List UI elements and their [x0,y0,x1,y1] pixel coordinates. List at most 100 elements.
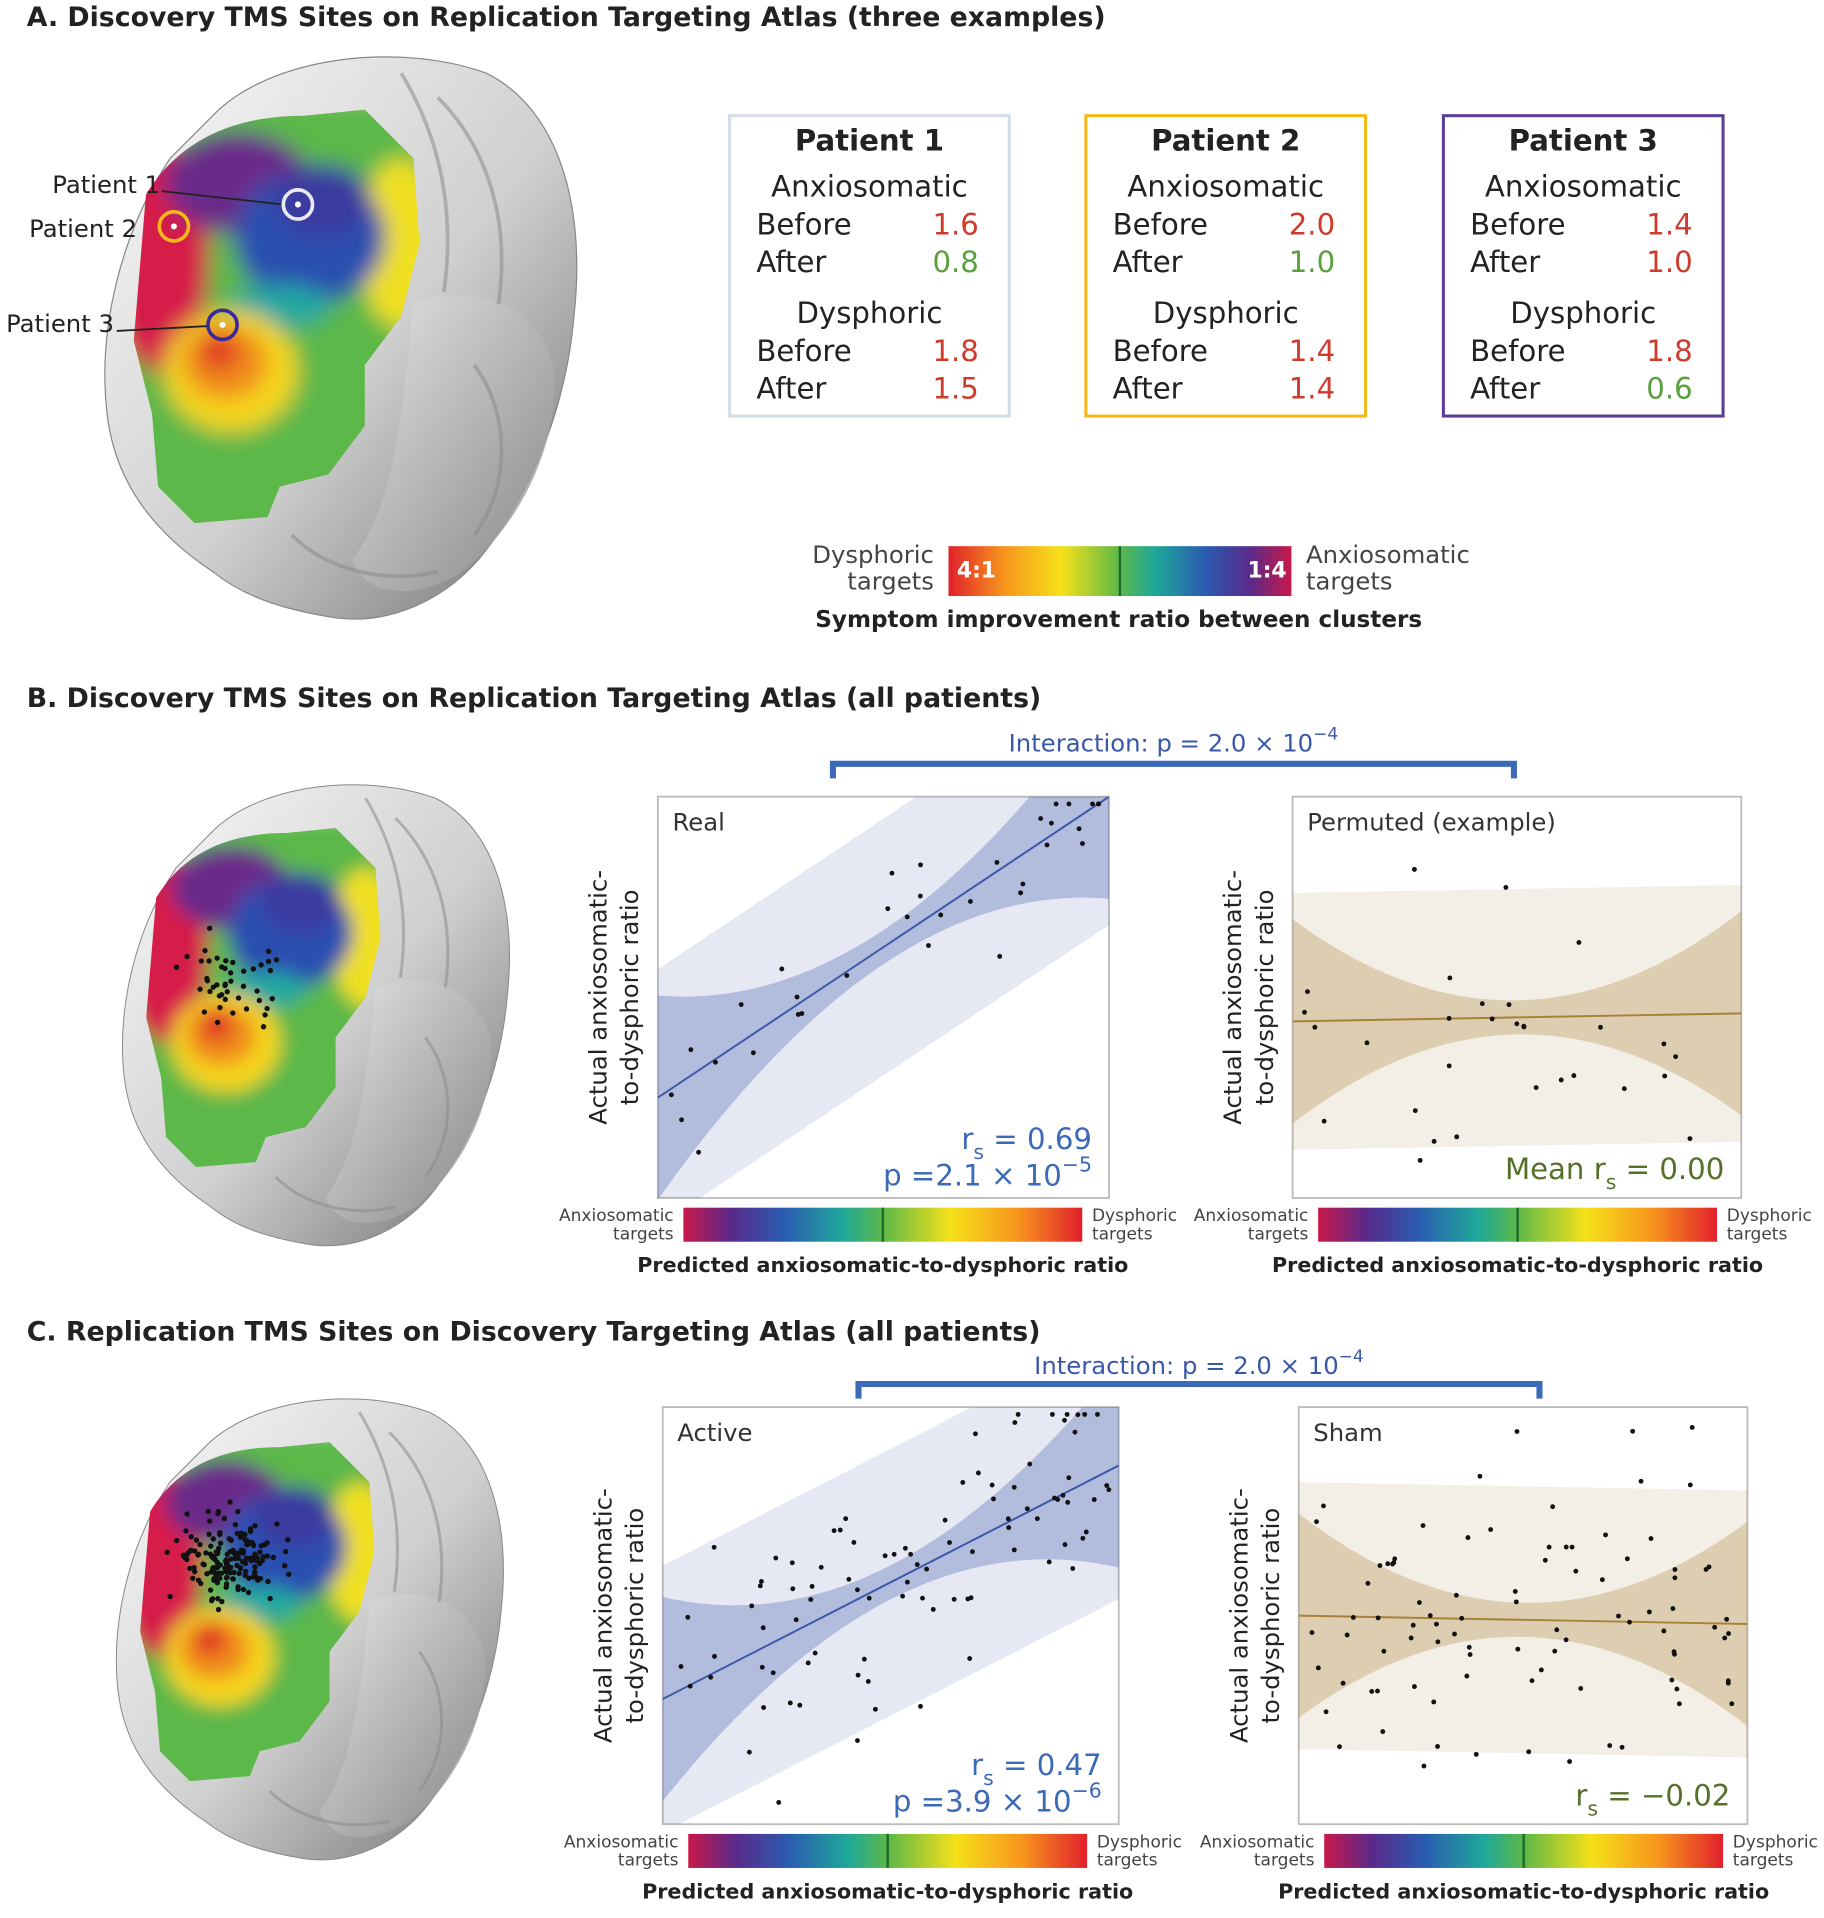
scatter-dot [1416,1600,1422,1605]
scatter-dot [891,1551,897,1557]
colorbar-label: Dysphoric [1733,1832,1818,1852]
tms-site [270,1554,276,1561]
scatter-dot [1466,1644,1472,1650]
colorbar-label: Anxiosomatic [1200,1832,1315,1852]
tms-site [247,1556,254,1563]
text-part: s [973,1140,984,1164]
brain-c [116,1399,503,1860]
scatter-dot [1011,1484,1017,1490]
scatter-dot [1392,1556,1398,1562]
colorbar-label: targets [1733,1851,1794,1871]
scatter-dot [1431,1138,1437,1144]
tms-site [207,925,213,931]
scatter-dot [1072,1429,1078,1435]
scatter-dot [797,1702,803,1708]
tms-site [227,1499,233,1505]
text-part: p =2.1 × 10 [883,1158,1062,1192]
scatter-dot [1514,1429,1520,1434]
scatter-dot [872,1706,878,1712]
tms-site [184,953,190,960]
plot-area [661,1406,1120,1826]
tms-site [191,1568,198,1575]
scatter-dot [678,1664,684,1669]
scatter-dot [795,1012,801,1017]
tms-site [188,1534,194,1540]
scatter-dot [900,1593,906,1599]
scatter-dot [1011,1547,1017,1553]
scatter-dot [1076,826,1082,832]
tms-site [237,1565,244,1571]
site-dot [170,223,177,230]
colorbar-label: targets [613,1224,674,1244]
scatter-dot [1064,1411,1070,1417]
tms-site [204,978,211,984]
scatter-dot [789,1560,795,1566]
scatter-dot [1340,1680,1346,1686]
scatter-dot [1024,1506,1030,1512]
row-label: Before [1470,207,1565,241]
tms-site [203,1550,209,1556]
scatter-dot [1410,1622,1416,1628]
brain-a [105,57,577,619]
site-ring [157,209,191,243]
scatter-dot [1573,1568,1579,1574]
tms-site [193,1537,200,1543]
scatter-dot [1533,1085,1539,1091]
scatter-dot [1724,1616,1730,1622]
tms-site [223,1561,230,1567]
scatter-dot [1337,1744,1342,1750]
tms-site [228,1537,234,1543]
scatter-dot [1638,1478,1644,1484]
tms-site [260,1024,267,1030]
scatter-dot [1671,1649,1677,1655]
scatter-dot [1526,1749,1532,1755]
scatter-dot [1018,890,1024,896]
tms-site [224,1574,230,1580]
patient-box [1084,114,1368,418]
tms-site [282,1563,288,1569]
tms-site [184,1511,190,1517]
scatter-dot [1350,1614,1356,1620]
scatter-dot [805,1660,811,1666]
scatter-dot [787,1700,793,1706]
scatter-dot [1488,1527,1494,1532]
tms-site [180,1552,186,1558]
scatter-dot [770,1670,776,1676]
scatter-dot [1082,1411,1088,1417]
row-value: 1.4 [1646,207,1692,241]
tms-site [246,1575,252,1581]
scatter-dot [794,994,800,1000]
scatter-dot [712,1653,717,1659]
scatter-dot [1434,1621,1439,1627]
tms-site [283,1549,289,1555]
scatter-dot [1459,1615,1465,1621]
scatter-dot [1521,1024,1527,1030]
tms-site [241,968,247,974]
plot-layer [662,1407,1119,1825]
scatter-dot [1062,1542,1068,1548]
scatter-dot [1046,1559,1052,1565]
scatter-dot [1364,1040,1370,1046]
cluster-name: Anxiosomatic [771,170,968,204]
brain-b [122,785,509,1246]
tms-site [235,1508,241,1515]
scatter-dot [1417,1157,1423,1163]
scatter-dot [967,1656,973,1661]
scatter-dot [930,1606,936,1612]
cluster-name: Anxiosomatic [1485,170,1682,204]
scatter-dot [855,1738,860,1743]
colorbar-caption: Predicted anxiosomatic-to-dysphoric rati… [1272,1253,1763,1277]
scatter-dot [1676,1701,1682,1707]
scatter-dot [1722,1635,1728,1641]
tms-site [265,948,272,955]
scatter-dot [1550,1504,1556,1510]
scatter-dot [1630,1428,1636,1434]
scatter-dot [1309,1630,1315,1636]
scatter-dot [914,1562,920,1567]
text-part: = 0.47 [994,1748,1102,1782]
scatter-dot [1038,816,1044,821]
tms-site [197,986,203,992]
scatter-dot [1302,1009,1307,1015]
bracket [855,1380,1543,1399]
tms-site [236,1570,242,1577]
